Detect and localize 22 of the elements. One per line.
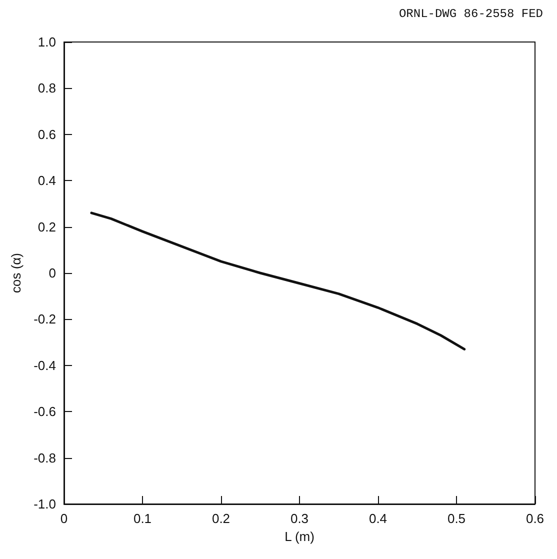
x-tick-label: 0 (60, 511, 68, 526)
text: ORNL-DWG 86-2558 FED (398, 7, 544, 21)
x-axis-title: L (m) (284, 528, 314, 544)
line-series (90, 212, 466, 350)
y-tick-label: -0.6 (34, 404, 56, 420)
y-tick-label: 0 (48, 266, 56, 280)
x-tick-label: 0.5 (447, 511, 466, 526)
y-tick-label: 0.8 (38, 80, 56, 96)
x-tick-label: 0.1 (133, 511, 152, 526)
x-tick-label: 0.3 (290, 511, 309, 526)
y-tick-label: 0.6 (38, 126, 56, 142)
x-tick-label: 0.4 (368, 511, 388, 526)
y-tick-label: -0.4 (34, 358, 56, 373)
y-tick-label: -0.2 (34, 312, 56, 327)
x-tick-label: 0.2 (212, 511, 230, 526)
x-tick-label: 0.6 (526, 511, 544, 526)
y-tick-label: -0.8 (34, 450, 56, 466)
y-tick-label: 0.2 (38, 219, 56, 234)
y-tick-label: 0.4 (38, 173, 56, 188)
y-tick-label: -1.0 (34, 496, 56, 512)
y-tick-label: 1.0 (38, 34, 56, 50)
y-axis-title: cos (α) (8, 252, 24, 294)
